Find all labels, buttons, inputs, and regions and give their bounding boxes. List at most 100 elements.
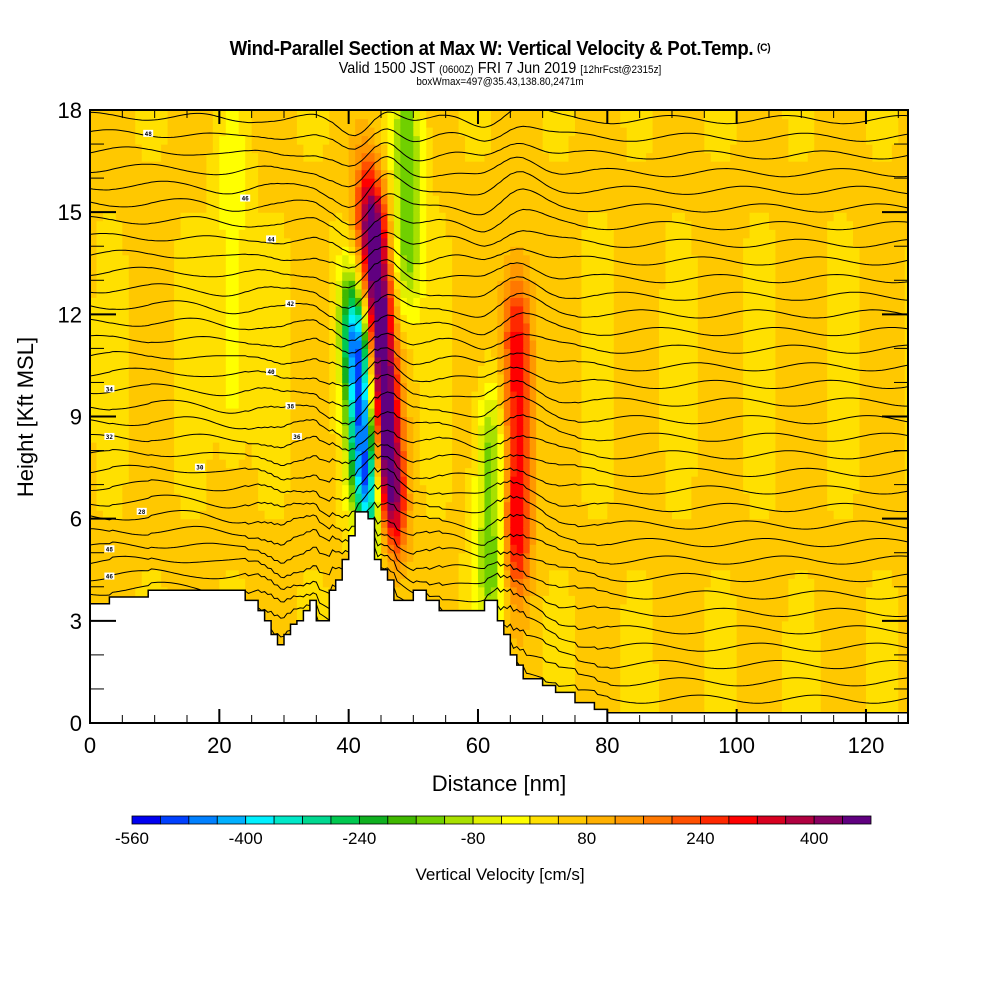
velocity-cell xyxy=(471,467,479,477)
velocity-cell xyxy=(309,407,317,418)
velocity-cell xyxy=(529,603,537,613)
velocity-cell xyxy=(465,356,473,367)
velocity-cell xyxy=(426,288,434,298)
velocity-cell xyxy=(303,535,311,545)
velocity-cell xyxy=(232,484,240,494)
velocity-cell xyxy=(452,433,460,443)
velocity-cell xyxy=(141,433,149,443)
velocity-cell xyxy=(206,518,214,528)
velocity-cell xyxy=(277,161,285,171)
velocity-cell xyxy=(400,161,408,171)
velocity-cell xyxy=(141,195,149,205)
velocity-cell xyxy=(309,237,317,247)
velocity-cell xyxy=(296,161,304,171)
velocity-cell xyxy=(135,493,143,503)
velocity-cell xyxy=(471,254,479,264)
velocity-cell xyxy=(368,425,376,435)
velocity-cell xyxy=(406,280,414,290)
velocity-cell xyxy=(380,297,389,307)
velocity-cell xyxy=(102,144,110,154)
velocity-cell xyxy=(212,135,220,145)
velocity-cell xyxy=(452,169,460,179)
velocity-cell xyxy=(497,433,505,443)
velocity-cell xyxy=(309,476,317,486)
velocity-cell xyxy=(484,254,492,264)
velocity-cell xyxy=(413,561,421,571)
velocity-cell xyxy=(102,237,110,247)
velocity-cell xyxy=(387,467,395,477)
velocity-cell xyxy=(516,433,524,443)
velocity-cell xyxy=(154,297,162,307)
velocity-cell xyxy=(128,373,136,384)
velocity-cell xyxy=(503,288,511,298)
velocity-cell xyxy=(271,297,279,307)
velocity-cell xyxy=(510,544,518,554)
velocity-cell xyxy=(490,348,498,358)
velocity-cell xyxy=(245,442,253,452)
velocity-cell xyxy=(271,450,279,460)
velocity-cell xyxy=(96,314,104,324)
velocity-cell xyxy=(432,501,440,511)
velocity-cell xyxy=(225,569,233,579)
velocity-cell xyxy=(322,433,330,443)
velocity-cell xyxy=(322,450,330,460)
velocity-cell xyxy=(212,510,220,520)
velocity-cell xyxy=(471,510,479,520)
velocity-cell xyxy=(497,442,505,452)
velocity-cell xyxy=(174,161,182,171)
velocity-cell xyxy=(516,416,524,426)
velocity-cell xyxy=(374,178,382,188)
velocity-cell xyxy=(148,484,156,494)
velocity-cell xyxy=(109,144,117,154)
velocity-cell xyxy=(439,356,447,367)
velocity-cell xyxy=(439,510,447,520)
velocity-cell xyxy=(238,144,246,154)
velocity-cell xyxy=(258,297,266,307)
velocity-cell xyxy=(490,212,498,222)
velocity-cell xyxy=(445,144,453,154)
velocity-cell xyxy=(380,161,389,171)
velocity-cell xyxy=(452,399,460,409)
velocity-cell xyxy=(245,527,253,537)
velocity-cell xyxy=(180,510,188,520)
velocity-cell xyxy=(452,229,460,239)
velocity-cell xyxy=(245,586,253,596)
velocity-cell xyxy=(432,578,440,588)
velocity-cell xyxy=(452,220,460,230)
velocity-cell xyxy=(232,331,240,341)
velocity-cell xyxy=(361,288,369,298)
velocity-cell xyxy=(283,484,292,494)
velocity-cell xyxy=(322,382,330,392)
velocity-cell xyxy=(510,595,518,605)
velocity-cell xyxy=(497,246,505,256)
velocity-cell xyxy=(245,254,253,264)
velocity-cell xyxy=(102,280,110,290)
velocity-cell xyxy=(135,331,143,341)
velocity-cell xyxy=(212,535,220,545)
velocity-cell xyxy=(426,535,434,545)
velocity-cell xyxy=(96,493,104,503)
velocity-cell xyxy=(329,271,337,281)
velocity-cell xyxy=(135,339,143,349)
velocity-cell xyxy=(206,527,214,537)
velocity-cell xyxy=(167,535,175,545)
velocity-cell xyxy=(212,288,220,298)
velocity-cell xyxy=(135,544,143,554)
velocity-cell xyxy=(225,493,233,503)
velocity-cell xyxy=(484,305,492,315)
velocity-cell xyxy=(413,169,421,179)
velocity-cell xyxy=(277,544,285,554)
velocity-cell xyxy=(141,169,149,179)
velocity-cell xyxy=(206,365,214,375)
velocity-cell xyxy=(206,450,214,460)
velocity-cell xyxy=(290,110,298,120)
velocity-cell xyxy=(102,186,110,196)
velocity-cell xyxy=(180,263,188,273)
velocity-cell xyxy=(445,297,453,307)
velocity-cell xyxy=(419,288,427,298)
velocity-cell xyxy=(309,271,317,281)
velocity-cell xyxy=(335,382,343,392)
velocity-cell xyxy=(316,586,324,596)
velocity-cell xyxy=(232,135,240,145)
velocity-cell xyxy=(232,416,240,426)
